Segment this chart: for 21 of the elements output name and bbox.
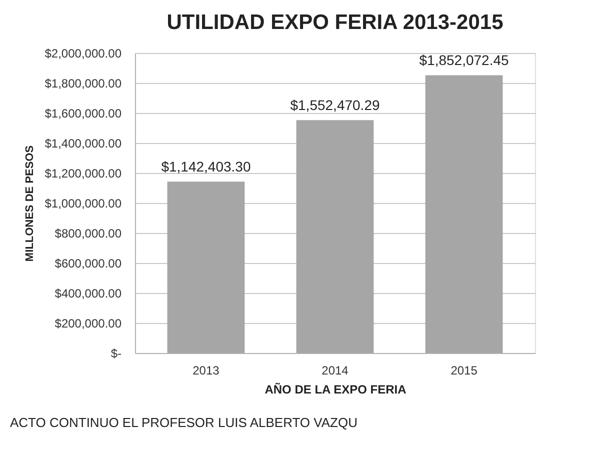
y-tick-label: $800,000.00	[54, 226, 122, 240]
data-label: $1,142,403.30	[161, 158, 251, 175]
x-tick-label: 2014	[322, 364, 349, 378]
y-tick-label: $1,600,000.00	[44, 106, 122, 120]
y-tick-label: $200,000.00	[54, 316, 122, 330]
y-tick-label: $400,000.00	[54, 286, 122, 300]
y-tick-label: $1,400,000.00	[44, 136, 122, 150]
y-tick-label: $-	[110, 346, 122, 360]
x-tick-label: 2013	[192, 364, 220, 378]
y-tick-label: $1,200,000.00	[44, 166, 122, 180]
text: ACTO CONTINUO EL PROFESOR LUIS ALBERTO VAZQU	[10, 415, 358, 430]
y-tick-label: $1,800,000.00	[44, 76, 122, 90]
y-tick-label: $1,000,000.00	[44, 196, 122, 210]
x-tick-label: 2015	[450, 364, 478, 378]
y-tick-label: $2,000,000.00	[44, 46, 122, 60]
data-label: $1,852,072.45	[419, 52, 510, 68]
y-axis-title: MILLONES DE PESOS	[24, 145, 36, 262]
x-axis-title: AÑO DE LA EXPO FERIA	[264, 382, 407, 396]
data-label: $1,552,470.29	[290, 97, 380, 114]
y-tick-label: $600,000.00	[54, 256, 122, 270]
chart-title: UTILIDAD EXPO FERIA 2013-2015	[166, 11, 504, 34]
